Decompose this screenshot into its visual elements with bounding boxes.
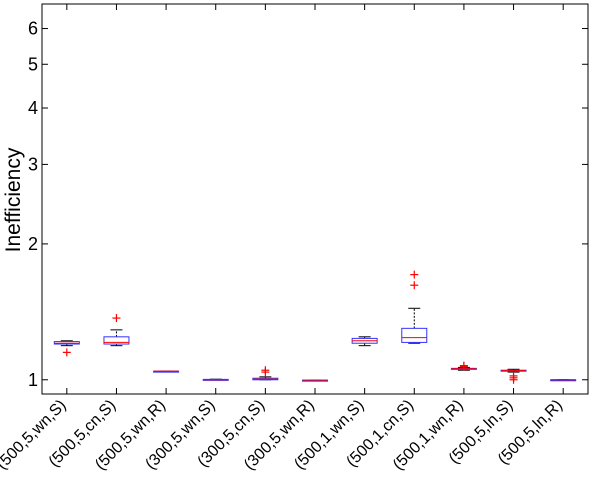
box-group <box>550 379 577 382</box>
plot-area <box>41 3 589 395</box>
y-tick-label: 6 <box>28 19 38 39</box>
box-iqr <box>401 327 428 343</box>
box-group <box>252 366 279 381</box>
y-axis-label: Inefficiency <box>2 147 25 252</box>
y-tick-label: 5 <box>28 54 38 74</box>
box-group <box>103 314 130 347</box>
y-tick-label: 4 <box>28 98 38 118</box>
box-group <box>153 370 180 373</box>
box-group <box>450 361 477 371</box>
box-group <box>53 340 80 357</box>
box-group <box>351 336 378 347</box>
box-group <box>500 368 527 384</box>
box-group <box>302 379 328 382</box>
boxes-layer <box>53 270 577 384</box>
box-group <box>401 270 428 344</box>
y-axis-ticks: 1 2 3 4 5 6 <box>28 19 588 390</box>
y-tick-label: 2 <box>28 234 38 254</box>
box-group <box>202 378 229 381</box>
box-iqr <box>103 336 130 345</box>
y-tick-label: 1 <box>28 370 38 390</box>
y-tick-label: 3 <box>28 154 38 174</box>
